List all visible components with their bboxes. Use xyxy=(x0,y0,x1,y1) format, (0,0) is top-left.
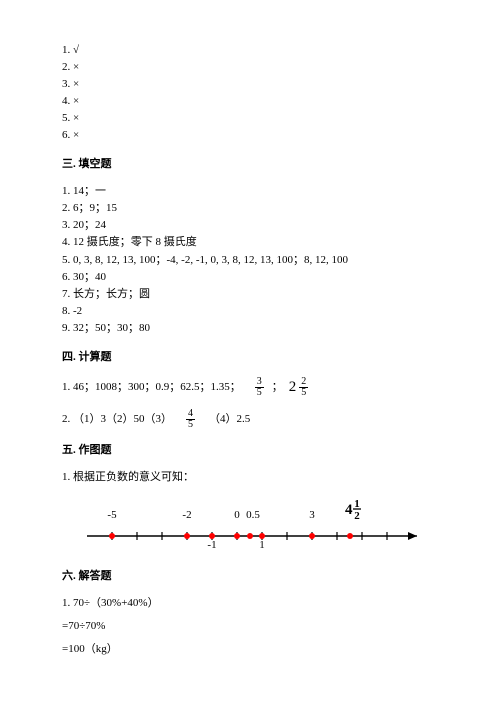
tf-item: 1. √ xyxy=(62,42,438,59)
fill-line: 7. 长方；长方；圆 xyxy=(62,286,438,303)
section3-title: 三. 填空题 xyxy=(62,156,438,173)
calc-text: 1. 46；1008；300；0.9；62.5；1.35； xyxy=(62,379,241,396)
svg-text:-2: -2 xyxy=(182,509,191,521)
separator: ； xyxy=(272,379,283,396)
section4-body: 1. 46；1008；300；0.9；62.5；1.35； 3 5 ； 2 2 … xyxy=(62,376,438,430)
svg-text:1: 1 xyxy=(354,498,360,510)
svg-text:1: 1 xyxy=(259,539,265,551)
solve-line: =70÷70% xyxy=(62,618,438,635)
fraction: 4 5 xyxy=(186,409,195,430)
fill-line: 3. 20；24 xyxy=(62,217,438,234)
fill-line: 9. 32；50；30；80 xyxy=(62,320,438,337)
section6-title: 六. 解答题 xyxy=(62,568,438,585)
fill-line: 1. 14；一 xyxy=(62,183,438,200)
svg-text:-5: -5 xyxy=(107,509,117,521)
svg-text:2: 2 xyxy=(354,510,360,522)
section5-title: 五. 作图题 xyxy=(62,442,438,459)
fill-line: 2. 6；9；15 xyxy=(62,200,438,217)
mixed-fraction: 2 2 5 xyxy=(289,376,311,399)
calc-text: 2. （1）3（2）50（3） xyxy=(62,411,172,428)
solve-line: 1. 70÷（30%+40%） xyxy=(62,595,438,612)
calc-line-1: 1. 46；1008；300；0.9；62.5；1.35； 3 5 ； 2 2 … xyxy=(62,376,438,399)
tf-item: 5. × xyxy=(62,110,438,127)
fill-line: 6. 30；40 xyxy=(62,269,438,286)
svg-text:3: 3 xyxy=(309,509,315,521)
fill-line: 8. -2 xyxy=(62,303,438,320)
svg-text:4: 4 xyxy=(345,502,353,518)
section3-body: 1. 14；一 2. 6；9；15 3. 20；24 4. 12 摄氏度；零下 … xyxy=(62,183,438,336)
mixed-whole: 2 xyxy=(289,376,297,399)
frac-den: 5 xyxy=(186,420,195,430)
calc-text: （4）2.5 xyxy=(209,411,250,428)
frac-den: 5 xyxy=(255,388,264,398)
section4-title: 四. 计算题 xyxy=(62,349,438,366)
frac-den: 5 xyxy=(299,388,308,398)
calc-line-2: 2. （1）3（2）50（3） 4 5 （4）2.5 xyxy=(62,409,438,430)
tf-item: 6. × xyxy=(62,127,438,144)
tf-item: 2. × xyxy=(62,59,438,76)
svg-text:0: 0 xyxy=(234,509,240,521)
fill-line: 5. 0, 3, 8, 12, 13, 100；-4, -2, -1, 0, 3… xyxy=(62,252,438,269)
svg-text:-1: -1 xyxy=(207,539,216,551)
tf-item: 4. × xyxy=(62,93,438,110)
number-line-figure: -5-2-100.513412 xyxy=(62,496,438,556)
tf-item: 3. × xyxy=(62,76,438,93)
true-false-block: 1. √ 2. × 3. × 4. × 5. × 6. × xyxy=(62,42,438,144)
solve-line: =100（kg） xyxy=(62,641,438,658)
svg-text:0.5: 0.5 xyxy=(246,509,260,521)
drawing-prompt: 1. 根据正负数的意义可知： xyxy=(62,469,438,486)
fill-line: 4. 12 摄氏度；零下 8 摄氏度 xyxy=(62,234,438,251)
section6-body: 1. 70÷（30%+40%） =70÷70% =100（kg） xyxy=(62,595,438,658)
fraction: 3 5 xyxy=(255,377,264,398)
